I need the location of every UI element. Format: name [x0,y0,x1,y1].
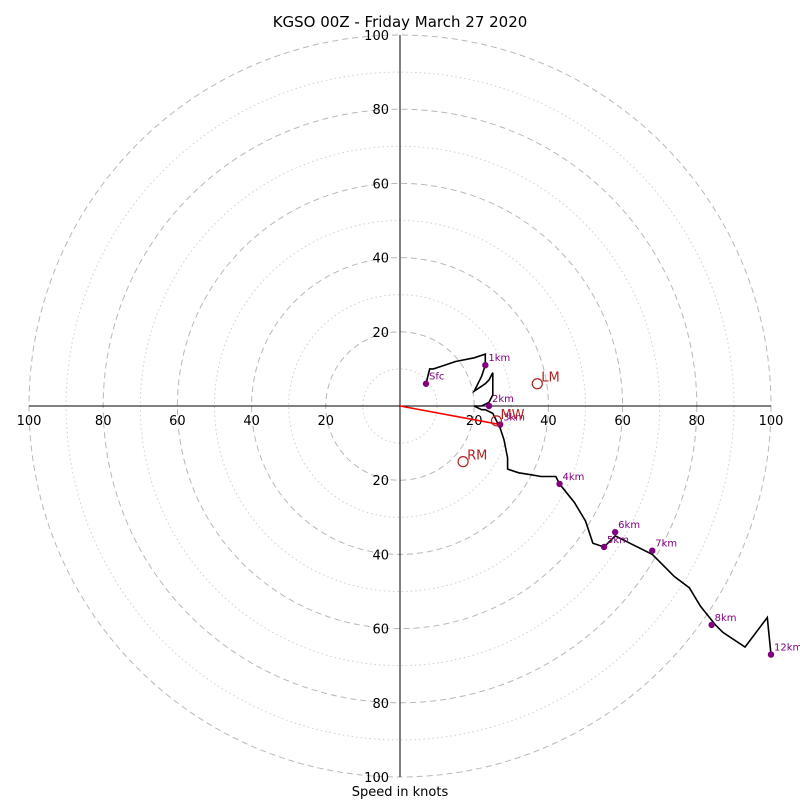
x-tick-label-left-20: 20 [318,414,335,429]
height-marker-5km [600,543,608,551]
storm-motion-marker-rm [457,456,469,468]
height-label-3km: 3km [503,413,525,424]
height-marker-2km [485,402,493,410]
y-tick-label-down-80: 80 [372,697,389,712]
shear-vector-line [399,405,501,426]
x-tick-label-right-60: 60 [614,414,631,429]
x-tick-label-left-40: 40 [243,414,260,429]
height-markers: Sfc 1km 2km 3km 4km 5km 6km 7km 8km 12km [422,353,800,658]
y-tick-label-up-100: 100 [364,29,389,44]
height-marker-8km [708,621,715,629]
height-marker-4km [556,480,563,488]
tick-labels: 100 80 60 40 20 20 40 60 80 100 20 40 60 80 100 20 40 60 8… [17,29,784,786]
hodograph-line [425,352,772,655]
height-label-2km: 2km [492,394,514,405]
height-label-5km: 5km [607,535,629,546]
y-tick-label-down-100: 100 [364,771,389,786]
y-tick-label-down-60: 60 [372,623,389,638]
x-tick-label-right-80: 80 [689,414,706,429]
y-tick-label-down-20: 20 [372,474,389,489]
height-label-sfc: Sfc [429,372,444,383]
storm-motion-markers: LM RM MW [457,371,560,468]
chart-title: KGSO 00Z - Friday March 27 2020 [273,13,528,31]
height-label-12km: 12km [774,643,800,654]
hodograph-trace [425,352,772,655]
x-tick-label-right-100: 100 [759,414,784,429]
x-tick-label-right-20: 20 [466,414,483,429]
height-label-1km: 1km [488,353,510,364]
storm-motion-marker-mw [490,415,503,427]
storm-motion-marker-lm [531,378,543,390]
shear-vector-group [399,405,501,426]
y-tick-label-down-40: 40 [372,548,389,563]
height-label-4km: 4km [563,472,585,483]
height-marker-7km [649,547,656,554]
y-tick-label-up-20: 20 [372,326,389,341]
height-label-6km: 6km [618,520,640,531]
x-tick-label-left-80: 80 [95,414,112,429]
storm-motion-label-lm: LM [541,371,559,386]
height-marker-1km [482,361,489,369]
x-tick-label-left-100: 100 [17,414,42,429]
y-tick-label-up-40: 40 [372,252,389,267]
y-tick-label-up-80: 80 [372,103,389,118]
x-tick-label-right-40: 40 [540,414,557,429]
height-label-7km: 7km [655,539,677,550]
storm-motion-label-mw: MW [500,408,524,423]
y-tick-label-up-60: 60 [372,177,389,192]
height-label-8km: 8km [715,613,737,624]
x-tick-label-left-60: 60 [169,414,186,429]
height-marker-sfc [422,380,430,387]
x-axis-label: Speed in knots [352,785,449,800]
storm-motion-label-rm: RM [467,449,487,464]
height-marker-6km [611,528,619,536]
height-marker-12km [767,651,775,658]
